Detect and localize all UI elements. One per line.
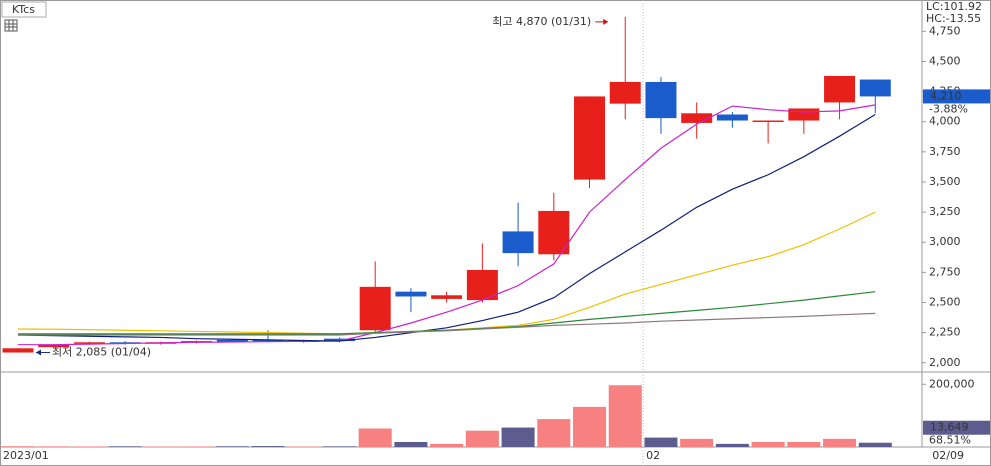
arrow-head xyxy=(603,18,609,25)
y-tick-label: 3,000 xyxy=(929,235,961,248)
y-tick-label: 2,250 xyxy=(929,326,961,339)
y-tick-label: 4,000 xyxy=(929,115,961,128)
candle-body xyxy=(681,113,713,123)
y-tick-label: 3,500 xyxy=(929,175,961,188)
candle-body xyxy=(431,295,463,299)
y-tick-label: 4,500 xyxy=(929,54,961,67)
volume-bar xyxy=(430,443,464,447)
volume-bar xyxy=(858,442,892,447)
candle-body xyxy=(788,108,820,121)
candle-body xyxy=(466,269,498,301)
annotation: 최고 4,870 (01/31) xyxy=(492,15,591,28)
volume-bar xyxy=(1,446,35,447)
moving-average-line xyxy=(17,113,876,342)
x-tick-label: 2023/01 xyxy=(3,449,49,462)
info-label: LC:101.92 xyxy=(926,0,982,13)
arrow-head xyxy=(36,349,41,356)
candle-body xyxy=(716,114,748,121)
candle-body xyxy=(2,348,34,353)
volume-bar xyxy=(501,427,535,447)
volume-bar xyxy=(251,446,285,447)
volume-bar xyxy=(108,446,142,447)
volume-ratio: 68.51% xyxy=(929,434,971,447)
candle-body xyxy=(859,79,891,97)
candle-body xyxy=(395,291,427,297)
volume-bar xyxy=(608,385,642,447)
candle-body xyxy=(323,338,355,342)
x-tick-label: 02/09 xyxy=(932,449,964,462)
candle-body xyxy=(252,339,284,342)
candle-body xyxy=(752,120,784,123)
volume-bar xyxy=(573,406,607,447)
volume-bar xyxy=(37,446,71,447)
candle-body xyxy=(38,344,70,348)
x-tick-label: 02 xyxy=(646,449,660,462)
price-change: -3.88% xyxy=(929,102,968,115)
candle-body xyxy=(574,96,606,180)
candle-body xyxy=(824,75,856,103)
info-label: HC:-13.55 xyxy=(926,12,981,25)
y-tick-label: 3,750 xyxy=(929,145,961,158)
y-tick-label: 200,000 xyxy=(929,377,975,390)
candle-body xyxy=(502,231,534,254)
y-tick-label: 3,250 xyxy=(929,205,961,218)
volume-bar xyxy=(715,443,749,447)
price-marker-label: 4,210 xyxy=(930,89,962,102)
annotation: 최저 2,085 (01/04) xyxy=(52,346,151,359)
y-tick-label: 4,750 xyxy=(929,24,961,37)
price-marker xyxy=(923,89,990,104)
y-tick-label: 2,750 xyxy=(929,265,961,278)
candle-body xyxy=(609,81,641,104)
volume-bar xyxy=(751,441,785,447)
candle-body xyxy=(645,81,677,119)
volume-bar xyxy=(322,446,356,447)
symbol: KTcs xyxy=(12,3,35,16)
volume-bar xyxy=(180,446,214,447)
volume-bar xyxy=(537,419,571,447)
volume-bar xyxy=(644,437,678,447)
volume-bar xyxy=(287,446,321,447)
volume-bar xyxy=(680,438,714,447)
symbol-box xyxy=(1,1,47,18)
moving-average-line xyxy=(18,104,876,346)
grid-icon xyxy=(4,19,18,32)
candle-body xyxy=(359,286,391,331)
volume-marker-label: 13,649 xyxy=(930,421,969,434)
volume-bar xyxy=(358,428,392,447)
candle-body xyxy=(538,210,570,255)
moving-average-line xyxy=(18,312,876,336)
volume-bar xyxy=(787,441,821,447)
moving-average-line xyxy=(18,291,876,335)
volume-marker xyxy=(923,420,990,435)
volume-bar xyxy=(72,446,106,447)
volume-bar xyxy=(394,441,428,447)
volume-bar xyxy=(215,446,249,447)
candle-body xyxy=(73,342,105,344)
volume-bar xyxy=(465,430,499,447)
y-tick-label: 2,000 xyxy=(929,356,961,369)
y-tick-label: 2,500 xyxy=(929,296,961,309)
candle-body xyxy=(216,339,248,343)
volume-bar xyxy=(823,438,857,447)
